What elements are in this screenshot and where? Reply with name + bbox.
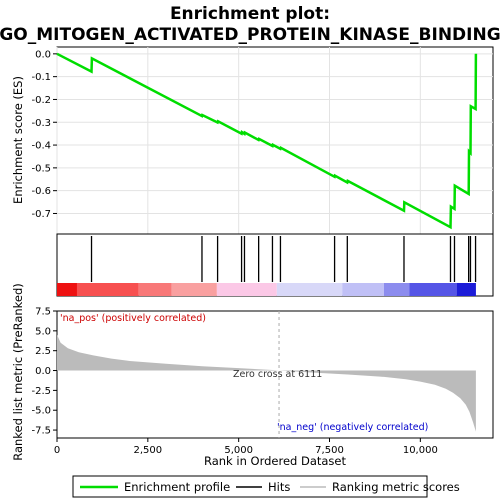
es-y-tick-label: -0.3 <box>31 118 51 129</box>
es-y-tick-label: -0.2 <box>31 95 51 106</box>
metric-y-tick-label: -7.5 <box>31 426 51 437</box>
colorbar-segment <box>276 283 343 296</box>
metric-y-tick-label: 2.5 <box>35 346 51 357</box>
chart-title-line2: GO_MITOGEN_ACTIVATED_PROTEIN_KINASE_BIND… <box>0 25 500 45</box>
metric-y-ticks: 7.5 5.0 2.5 0.0 -2.5 -5.0 -7.5 <box>31 307 57 437</box>
x-tick-label: 2,500 <box>134 445 163 456</box>
es-gridlines <box>56 47 493 234</box>
metric-y-tick-label: 0.0 <box>35 366 51 377</box>
metric-y-tick-label: 7.5 <box>35 307 51 318</box>
x-tick-label: 10,000 <box>403 445 438 456</box>
enrichment-profile-line <box>56 52 478 230</box>
es-y-tick-label: -0.7 <box>31 209 51 220</box>
colorbar-segment <box>57 283 77 296</box>
colorbar-segment <box>76 283 139 296</box>
es-panel: 0.0 -0.1 -0.2 -0.3 -0.4 -0.5 -0.6 -0.7 Enrichme… <box>11 46 494 235</box>
x-axis-ticks: 0 2,500 5,000 7,500 10,000 <box>54 438 438 456</box>
es-y-ticks: 0.0 -0.1 -0.2 -0.3 -0.4 -0.5 -0.6 -0.7 <box>31 49 57 220</box>
x-tick-label: 7,500 <box>315 445 344 456</box>
metric-panel: 7.5 5.0 2.5 0.0 -2.5 -5.0 -7.5 'na_pos' (posit… <box>11 283 494 461</box>
es-y-tick-label: 0.0 <box>35 49 51 60</box>
es-y-tick-label: -0.1 <box>31 72 51 83</box>
metric-y-tick-label: 5.0 <box>35 326 51 337</box>
colorbar-segment <box>216 283 277 296</box>
es-y-tick-label: -0.6 <box>31 186 51 197</box>
x-axis-label: Rank in Ordered Dataset <box>204 454 347 468</box>
x-tick-label: 5,000 <box>224 445 253 456</box>
legend-metric-label: Ranking metric scores <box>332 480 460 494</box>
colorbar-segment <box>342 283 384 296</box>
colorbar-segment <box>384 283 410 296</box>
colorbar-segment <box>456 283 476 296</box>
zero-cross-label: Zero cross at 6111 <box>233 369 322 380</box>
positive-correlation-label: 'na_pos' (positively correlated) <box>60 313 206 324</box>
ranking-colorbar <box>57 283 476 296</box>
es-y-tick-label: -0.5 <box>31 163 51 174</box>
legend: Enrichment profile Hits Ranking metric s… <box>72 475 460 498</box>
hit-markers <box>90 236 477 282</box>
metric-y-tick-label: -5.0 <box>31 406 51 417</box>
es-y-axis-label: Enrichment score (ES) <box>11 76 25 204</box>
colorbar-segment <box>409 283 457 296</box>
legend-hits-label: Hits <box>268 480 290 494</box>
es-y-tick-label: -0.4 <box>31 141 51 152</box>
chart-title-line1: Enrichment plot: <box>170 4 330 24</box>
metric-y-tick-label: -2.5 <box>31 386 51 397</box>
negative-correlation-label: 'na_neg' (negatively correlated) <box>277 422 428 433</box>
metric-y-axis-label: Ranked list metric (PreRanked) <box>11 283 25 461</box>
hits-panel <box>56 233 494 297</box>
x-tick-label: 0 <box>54 445 60 456</box>
legend-enrichment-label: Enrichment profile <box>124 480 230 494</box>
colorbar-segment <box>138 283 172 296</box>
colorbar-segment <box>171 283 217 296</box>
